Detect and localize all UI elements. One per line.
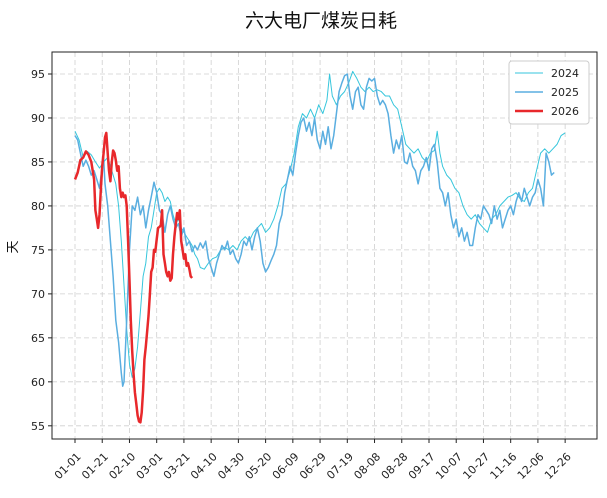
x-axis-ticks: 01-0101-2102-1003-0103-2104-1004-3005-20… bbox=[52, 439, 574, 482]
chart-title: 六大电厂煤炭日耗 bbox=[245, 10, 397, 32]
y-tick-label: 55 bbox=[31, 420, 45, 433]
legend-label-2025: 2025 bbox=[551, 86, 579, 99]
x-tick-label: 06-29 bbox=[297, 450, 329, 482]
series-line-2025 bbox=[74, 73, 555, 387]
y-tick-label: 60 bbox=[31, 376, 45, 389]
legend: 2024 2025 2026 bbox=[508, 60, 590, 125]
x-tick-label: 08-28 bbox=[379, 450, 411, 482]
series-line-2024 bbox=[74, 70, 566, 378]
x-tick-label: 09-17 bbox=[406, 450, 438, 482]
x-tick-label: 08-08 bbox=[351, 450, 383, 482]
y-axis-label: 天 bbox=[6, 240, 21, 253]
y-tick-label: 70 bbox=[31, 288, 45, 301]
x-tick-label: 03-21 bbox=[161, 450, 193, 482]
x-tick-label: 01-21 bbox=[79, 450, 111, 482]
x-tick-label: 01-01 bbox=[52, 450, 84, 482]
x-tick-label: 06-09 bbox=[270, 450, 302, 482]
y-tick-label: 95 bbox=[31, 68, 45, 81]
y-tick-label: 80 bbox=[31, 200, 45, 213]
x-tick-label: 12-06 bbox=[515, 450, 547, 482]
x-tick-label: 10-27 bbox=[460, 450, 492, 482]
x-tick-label: 03-01 bbox=[134, 450, 166, 482]
x-tick-label: 10-07 bbox=[433, 450, 465, 482]
y-tick-label: 65 bbox=[31, 332, 45, 345]
legend-box bbox=[508, 60, 590, 125]
series-lines bbox=[73, 70, 566, 424]
x-tick-label: 11-16 bbox=[488, 450, 520, 482]
legend-label-2024: 2024 bbox=[551, 67, 579, 80]
y-tick-label: 85 bbox=[31, 156, 45, 169]
x-tick-label: 12-26 bbox=[542, 450, 574, 482]
x-tick-label: 04-30 bbox=[215, 450, 247, 482]
y-tick-label: 90 bbox=[31, 112, 45, 125]
plot-area-frame bbox=[51, 51, 598, 440]
x-tick-label: 05-20 bbox=[243, 450, 275, 482]
series-line-2026 bbox=[73, 131, 194, 424]
x-tick-label: 04-10 bbox=[188, 450, 220, 482]
x-tick-label: 02-10 bbox=[106, 450, 138, 482]
x-tick-label: 07-19 bbox=[324, 450, 356, 482]
gridlines bbox=[52, 52, 597, 439]
y-tick-label: 75 bbox=[31, 244, 45, 257]
y-axis-ticks: 55 60 65 70 75 80 85 90 95 bbox=[31, 68, 52, 433]
legend-label-2026: 2026 bbox=[551, 105, 579, 118]
